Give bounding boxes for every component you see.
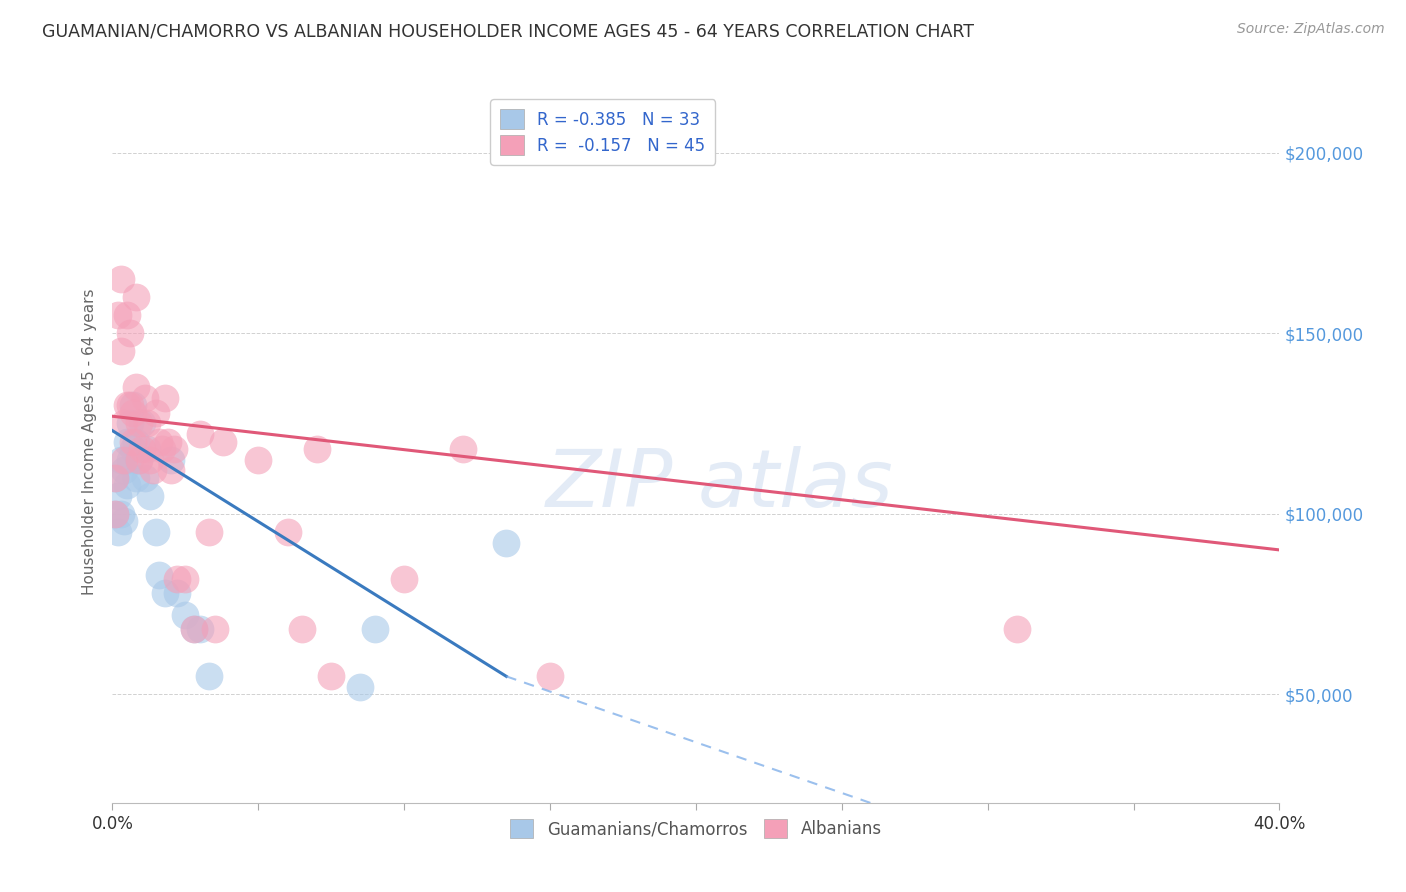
Point [197,524,219,539]
Point [183,623,205,637]
Point [104,470,127,484]
Point [153,391,176,405]
Point [115,398,138,412]
Point [212,434,235,449]
Point [166,572,188,586]
Point [115,308,138,322]
Point [1005,623,1028,637]
Point [118,326,141,340]
Point [188,427,211,442]
Point [197,669,219,683]
Point [174,607,197,622]
Point [188,623,211,637]
Point [148,568,170,582]
Point [160,463,183,477]
Point [131,442,153,456]
Point [136,417,159,431]
Point [364,623,387,637]
Point [104,507,127,521]
Point [160,452,183,467]
Point [166,586,188,600]
Point [128,417,150,431]
Point [183,623,205,637]
Point [131,417,153,431]
Point [107,524,129,539]
Point [139,452,162,467]
Text: GUAMANIAN/CHAMORRO VS ALBANIAN HOUSEHOLDER INCOME AGES 45 - 64 YEARS CORRELATION: GUAMANIAN/CHAMORRO VS ALBANIAN HOUSEHOLD… [42,22,974,40]
Point [104,507,127,521]
Point [451,442,474,456]
Point [145,524,167,539]
Point [142,463,165,477]
Point [107,489,129,503]
Point [118,417,141,431]
Point [139,489,162,503]
Point [305,442,328,456]
Point [125,470,148,484]
Y-axis label: Householder Income Ages 45 - 64 years: Householder Income Ages 45 - 64 years [82,288,97,595]
Point [122,398,145,412]
Point [495,535,517,549]
Point [134,470,156,484]
Point [321,669,343,683]
Legend: Guamanians/Chamorros, Albanians: Guamanians/Chamorros, Albanians [503,813,889,845]
Point [174,572,197,586]
Point [204,623,226,637]
Point [115,434,138,449]
Point [104,470,127,484]
Point [538,669,561,683]
Point [291,623,314,637]
Point [148,434,170,449]
Point [125,380,148,394]
Point [122,406,145,420]
Point [110,452,132,467]
Text: Source: ZipAtlas.com: Source: ZipAtlas.com [1237,22,1385,37]
Point [128,452,150,467]
Point [128,452,150,467]
Point [112,463,135,477]
Point [394,572,416,586]
Point [115,478,138,492]
Point [110,272,132,286]
Point [122,442,145,456]
Point [112,452,135,467]
Point [156,434,179,449]
Point [145,406,167,420]
Point [163,442,186,456]
Point [118,452,141,467]
Point [134,391,156,405]
Point [110,507,132,521]
Point [276,524,298,539]
Point [150,442,173,456]
Point [118,398,141,412]
Point [122,434,145,449]
Point [125,434,148,449]
Text: ZIP atlas: ZIP atlas [546,446,893,524]
Point [153,586,176,600]
Point [112,514,135,528]
Point [125,290,148,304]
Point [110,344,132,359]
Point [349,680,371,694]
Point [107,308,129,322]
Point [136,442,159,456]
Point [112,417,135,431]
Point [247,452,270,467]
